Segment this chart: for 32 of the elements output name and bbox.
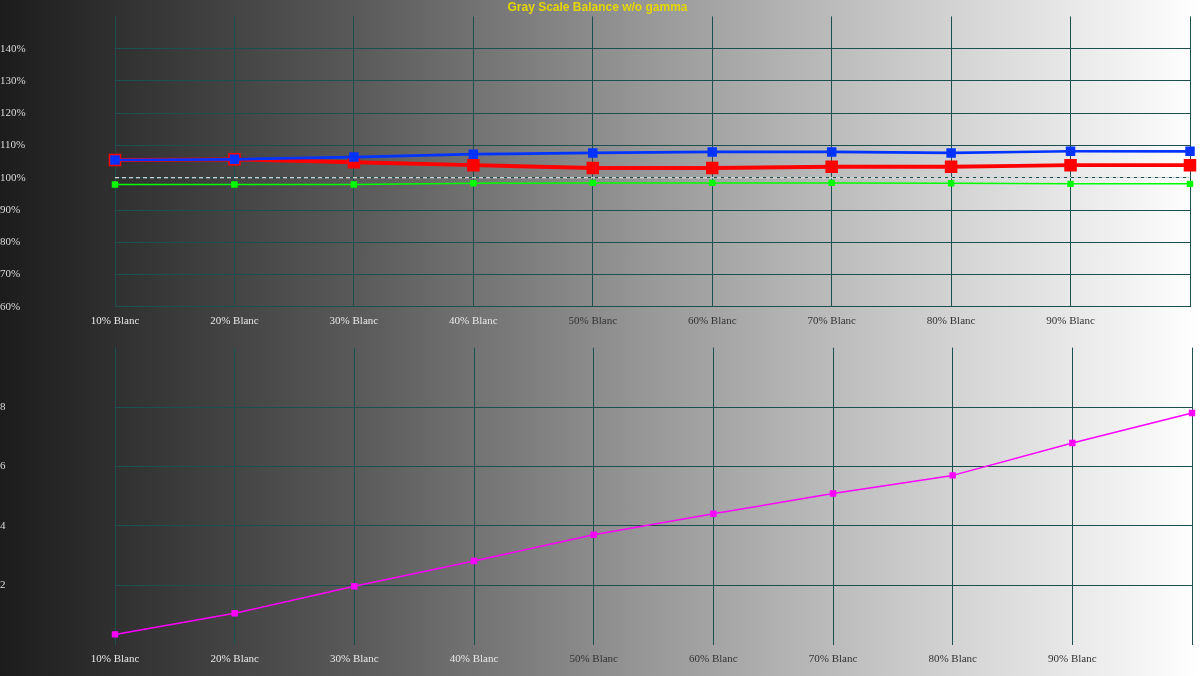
x-tick-label: 10% Blanc: [90, 314, 140, 327]
x-tick-label: 40% Blanc: [449, 652, 499, 665]
x-tick-label: 30% Blanc: [330, 652, 379, 665]
x-tick-label: 20% Blanc: [210, 314, 259, 327]
x-tick-label: 30% Blanc: [329, 314, 379, 327]
y-tick-label: 6: [0, 459, 6, 472]
y-tick-label: 100%: [0, 170, 26, 183]
y-tick-label: 80%: [0, 235, 21, 248]
y-tick-label: 140%: [0, 41, 26, 54]
x-tick-label: 90% Blanc: [1048, 652, 1097, 665]
x-tick-label: 80% Blanc: [926, 314, 976, 327]
y-tick-label: 60%: [0, 299, 21, 312]
x-tick-label: 80% Blanc: [928, 652, 978, 665]
y-tick-label: 8: [0, 399, 6, 412]
x-tick-label: 20% Blanc: [210, 652, 260, 665]
x-tick-label: 60% Blanc: [687, 314, 737, 327]
x-tick-label: 40% Blanc: [449, 314, 498, 327]
x-tick-label: 90% Blanc: [1046, 314, 1095, 327]
chart-title: Gray Scale Balance w/o gamma: [507, 0, 688, 14]
y-tick-label: 70%: [0, 267, 21, 280]
x-tick-label: 10% Blanc: [90, 652, 140, 665]
y-tick-label: 130%: [0, 73, 26, 86]
y-tick-label: 2: [0, 578, 6, 591]
x-tick-label: 60% Blanc: [689, 652, 738, 665]
y-tick-label: 90%: [0, 202, 21, 215]
y-tick-label: 120%: [0, 106, 26, 119]
x-tick-label: 50% Blanc: [568, 314, 618, 327]
x-tick-label: 70% Blanc: [808, 652, 858, 665]
x-tick-label: 70% Blanc: [807, 314, 857, 327]
x-tick-label: 50% Blanc: [569, 652, 619, 665]
y-tick-label: 4: [0, 518, 6, 531]
y-tick-label: 110%: [0, 138, 26, 151]
